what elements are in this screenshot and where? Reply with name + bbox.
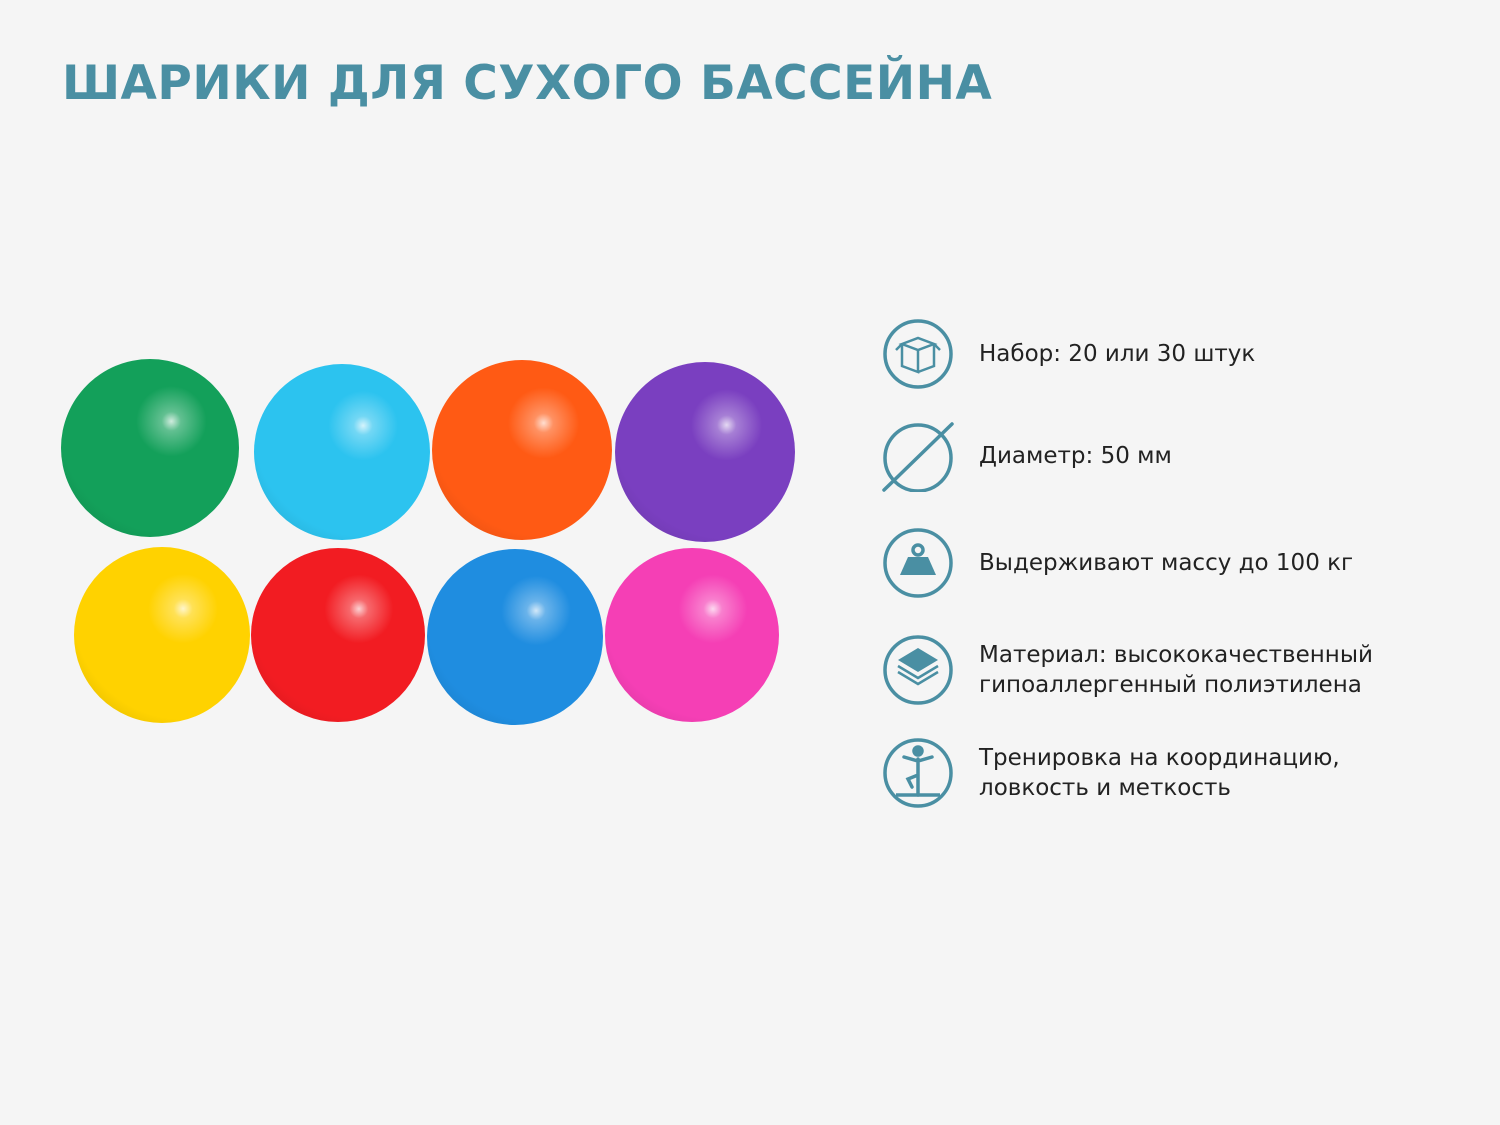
feature-training: Тренировка на координацию, ловкость и ме…	[882, 737, 1399, 809]
page-title: ШАРИКИ ДЛЯ СУХОГО БАССЕЙНА	[62, 56, 993, 111]
ball	[61, 359, 239, 537]
feature-text: Тренировка на координацию, ловкость и ме…	[979, 745, 1340, 801]
feature-weight: Выдерживают массу до 100 кг	[882, 527, 1353, 599]
balance-person-icon	[883, 738, 953, 808]
feature-text: Диаметр: 50 мм	[979, 443, 1172, 469]
weight-icon	[883, 528, 953, 598]
feature-text: Материал: высококачественный гипоаллерге…	[979, 642, 1373, 698]
ball	[254, 364, 430, 540]
ball	[432, 360, 612, 540]
box-icon	[883, 319, 953, 389]
feature-diameter: Диаметр: 50 мм	[882, 420, 1172, 492]
ball	[605, 548, 779, 722]
feature-set: Набор: 20 или 30 штук	[882, 318, 1255, 390]
layers-icon	[883, 635, 953, 705]
ball	[427, 549, 603, 725]
ball	[251, 548, 425, 722]
ball	[74, 547, 250, 723]
feature-text: Выдерживают массу до 100 кг	[979, 550, 1354, 576]
diameter-icon	[882, 422, 954, 492]
feature-material: Материал: высококачественный гипоаллерге…	[882, 634, 1419, 706]
feature-text: Набор: 20 или 30 штук	[979, 341, 1256, 367]
ball	[615, 362, 795, 542]
